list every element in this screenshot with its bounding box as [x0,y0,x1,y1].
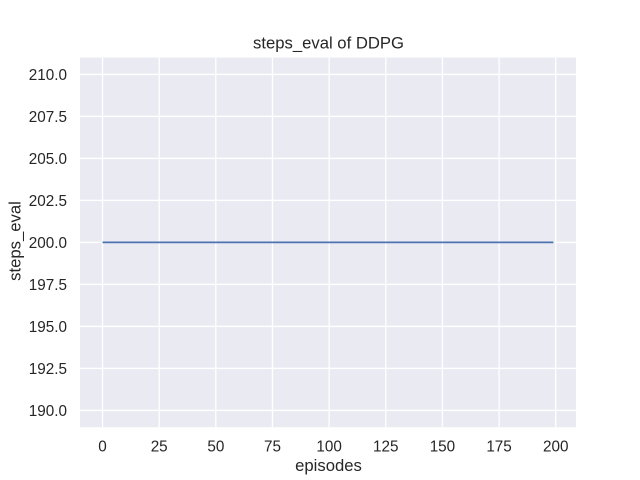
svg-text:episodes: episodes [295,456,362,475]
svg-text:150: 150 [430,438,455,455]
svg-text:100: 100 [316,438,341,455]
svg-text:190.0: 190.0 [29,403,67,420]
svg-text:50: 50 [207,438,224,455]
svg-text:207.5: 207.5 [29,109,67,126]
svg-text:202.5: 202.5 [29,193,67,210]
svg-text:192.5: 192.5 [29,361,67,378]
svg-text:200: 200 [543,438,568,455]
svg-text:195.0: 195.0 [29,319,67,336]
svg-text:200.0: 200.0 [29,235,67,252]
svg-text:25: 25 [151,438,168,455]
svg-text:175: 175 [486,438,511,455]
svg-text:steps_eval: steps_eval [6,201,25,281]
svg-text:125: 125 [373,438,398,455]
svg-text:205.0: 205.0 [29,151,67,168]
svg-text:steps_eval of DDPG: steps_eval of DDPG [253,33,404,52]
svg-text:75: 75 [264,438,281,455]
svg-text:210.0: 210.0 [29,67,67,84]
svg-text:0: 0 [98,438,107,455]
svg-text:197.5: 197.5 [29,277,67,294]
